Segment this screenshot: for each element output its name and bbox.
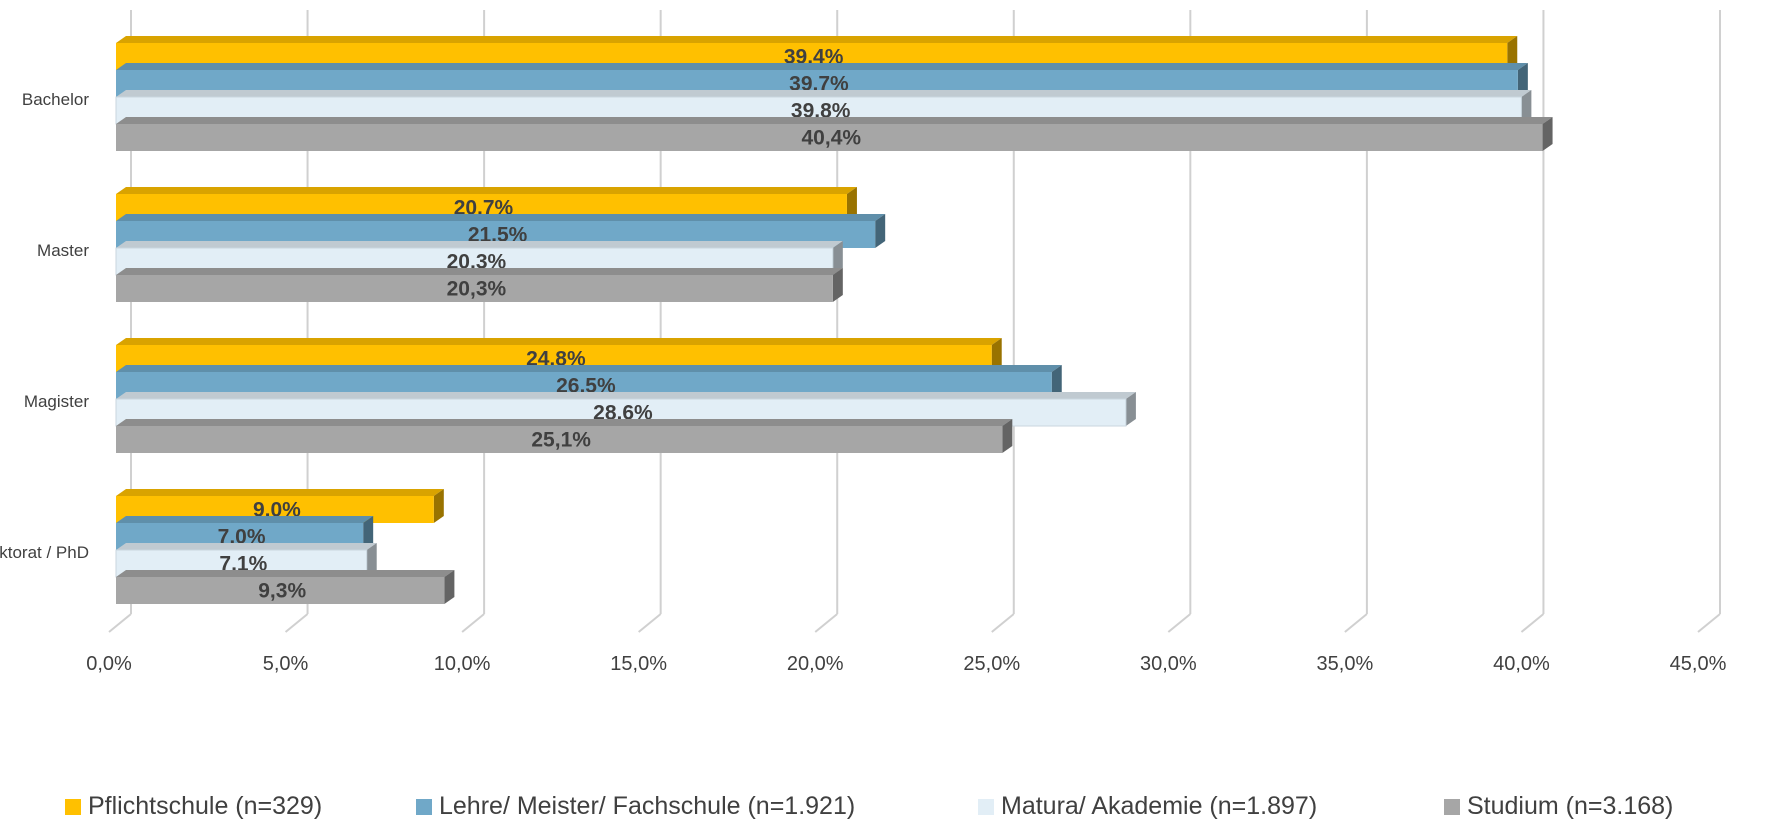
bar-side-face: [363, 516, 374, 550]
gridline-floor: [814, 613, 838, 633]
x-tick-label: 30,0%: [1140, 653, 1197, 675]
bar-side-face: [366, 543, 377, 577]
bar-top-face: [116, 117, 1553, 124]
bar-top-face: [116, 392, 1136, 399]
gridline-floor: [991, 613, 1015, 633]
bar-top-face: [116, 241, 843, 248]
legend-item-pflichtschule: Pflichtschule (n=329): [65, 792, 322, 821]
data-label: 26,5%: [556, 375, 616, 398]
x-tick-label: 25,0%: [963, 653, 1020, 675]
gridline-floor: [638, 613, 662, 633]
category-label-bachelor: Bachelor: [22, 90, 89, 109]
legend-item-matura: Matura/ Akademie (n=1.897): [978, 792, 1317, 821]
data-label: 39,8%: [791, 100, 851, 123]
bar-side-face: [875, 214, 886, 248]
x-tick-label: 10,0%: [434, 653, 491, 675]
bar-top-face: [116, 214, 886, 221]
category-label-doktorat-phd: Doktorat / PhD: [0, 543, 89, 562]
bar-side-face: [832, 268, 843, 302]
bar-top-face: [116, 570, 455, 577]
legend-swatch-pflichtschule: [65, 798, 81, 815]
legend-label-matura: Matura/ Akademie (n=1.897): [1001, 792, 1318, 820]
gridline-floor: [284, 613, 309, 633]
bar-front-face: [116, 275, 833, 302]
category-label-master: Master: [37, 241, 89, 260]
data-label: 24,8%: [526, 348, 586, 371]
x-tick-label: 45,0%: [1670, 653, 1727, 675]
gridline-floor: [1697, 613, 1721, 633]
legend-item-lehre: Lehre/ Meister/ Fachschule (n=1.921): [416, 792, 855, 821]
bar-magister-studium: [116, 419, 1013, 453]
data-label: 20,7%: [454, 197, 514, 220]
bar-top-face: [116, 268, 843, 275]
category-label-magister: Magister: [24, 392, 90, 411]
data-label: 9,0%: [253, 499, 301, 522]
bar-top-face: [116, 90, 1532, 97]
bar-master-studium: [116, 268, 843, 302]
data-label: 7,0%: [218, 526, 266, 549]
bar-top-face: [116, 365, 1062, 372]
bar-side-face: [433, 489, 444, 523]
data-label: 20,3%: [447, 251, 507, 274]
bar-side-face: [832, 241, 843, 275]
data-label: 25,1%: [531, 429, 591, 452]
bar-bachelor-studium: [116, 117, 1553, 151]
legend: Pflichtschule (n=329) Lehre/ Meister/ Fa…: [0, 792, 1776, 830]
bar-side-face: [991, 338, 1002, 372]
bar-side-face: [1002, 419, 1013, 453]
legend-item-studium: Studium (n=3.168): [1444, 792, 1673, 821]
gridline-floor: [1520, 613, 1545, 633]
bar-front-face: [116, 124, 1543, 151]
gridline-floor: [108, 613, 132, 633]
bar-side-face: [1507, 36, 1518, 70]
data-label: 40,4%: [802, 127, 862, 150]
bar-top-face: [116, 63, 1528, 70]
legend-swatch-studium: [1444, 798, 1460, 815]
data-label: 39,7%: [789, 73, 849, 96]
data-label: 20,3%: [447, 278, 507, 301]
data-label: 39,4%: [784, 46, 844, 69]
bar-side-face: [1125, 392, 1136, 426]
x-tick-label: 35,0%: [1317, 653, 1374, 675]
data-label: 21,5%: [468, 224, 528, 247]
bar-top-face: [116, 516, 374, 523]
data-label: 28,6%: [593, 402, 653, 425]
bar-side-face: [1051, 365, 1062, 399]
gridline-floor: [461, 613, 485, 633]
legend-swatch-matura: [978, 798, 994, 815]
bar-top-face: [116, 187, 857, 194]
bar-side-face: [444, 570, 455, 604]
legend-swatch-lehre: [416, 798, 432, 815]
data-label: 9,3%: [258, 580, 306, 603]
x-tick-label: 5,0%: [263, 653, 309, 675]
legend-label-lehre: Lehre/ Meister/ Fachschule (n=1.921): [439, 792, 856, 820]
x-tick-label: 15,0%: [610, 653, 667, 675]
bar-top-face: [116, 543, 377, 550]
bar-top-face: [116, 36, 1518, 43]
bar-top-face: [116, 338, 1002, 345]
x-tick-label: 20,0%: [787, 653, 844, 675]
legend-label-studium: Studium (n=3.168): [1467, 792, 1674, 820]
bar-top-face: [116, 489, 444, 496]
legend-label-pflichtschule: Pflichtschule (n=329): [88, 792, 323, 820]
bar-side-face: [1517, 63, 1528, 97]
x-tick-label: 0,0%: [86, 653, 132, 675]
bar-side-face: [1542, 117, 1553, 151]
gridline-floor: [1167, 613, 1191, 633]
data-label: 7,1%: [219, 553, 267, 576]
bar-side-face: [846, 187, 857, 221]
bar-top-face: [116, 419, 1013, 426]
gridline-floor: [1344, 613, 1368, 633]
bar-front-face: [116, 577, 445, 604]
bar-front-face: [116, 426, 1003, 453]
x-tick-label: 40,0%: [1493, 653, 1550, 675]
bar-side-face: [1521, 90, 1532, 124]
bar-doktorat-phd-studium: [116, 570, 455, 604]
